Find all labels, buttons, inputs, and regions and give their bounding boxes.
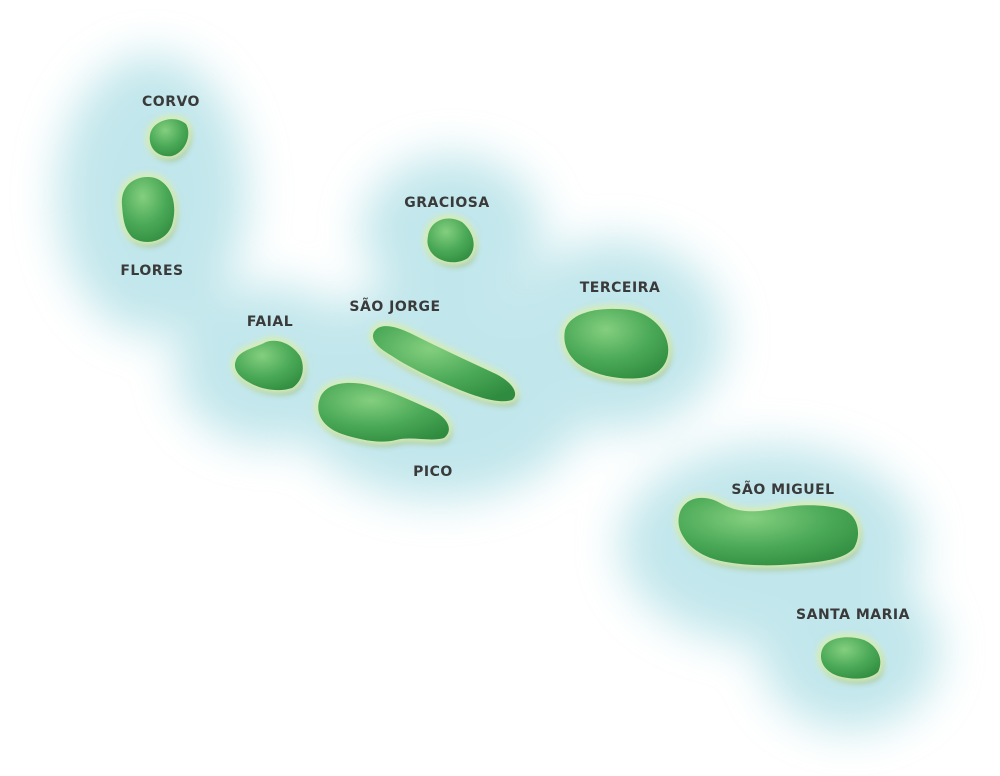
island-labels: CORVO FLORES GRACIOSA TERCEIRA FAIAL SÃO… — [120, 94, 910, 623]
label-santa-maria: SANTA MARIA — [796, 607, 910, 623]
island-terceira[interactable] — [560, 304, 673, 383]
label-flores: FLORES — [120, 263, 183, 279]
island-flores[interactable] — [117, 173, 179, 246]
island-corvo[interactable] — [145, 115, 193, 161]
island-pico[interactable] — [314, 378, 453, 446]
island-graciosa[interactable] — [423, 214, 478, 267]
label-graciosa: GRACIOSA — [404, 195, 489, 211]
label-pico: PICO — [413, 464, 453, 480]
island-sao-jorge[interactable] — [369, 322, 520, 406]
island-sao-miguel[interactable] — [674, 493, 863, 570]
label-terceira: TERCEIRA — [580, 280, 661, 296]
island-faial[interactable] — [231, 336, 307, 395]
island-santa-maria[interactable] — [817, 633, 885, 683]
label-faial: FAIAL — [247, 314, 293, 330]
label-sao-miguel: SÃO MIGUEL — [731, 481, 834, 498]
label-corvo: CORVO — [142, 94, 200, 110]
label-sao-jorge: SÃO JORGE — [349, 298, 440, 315]
